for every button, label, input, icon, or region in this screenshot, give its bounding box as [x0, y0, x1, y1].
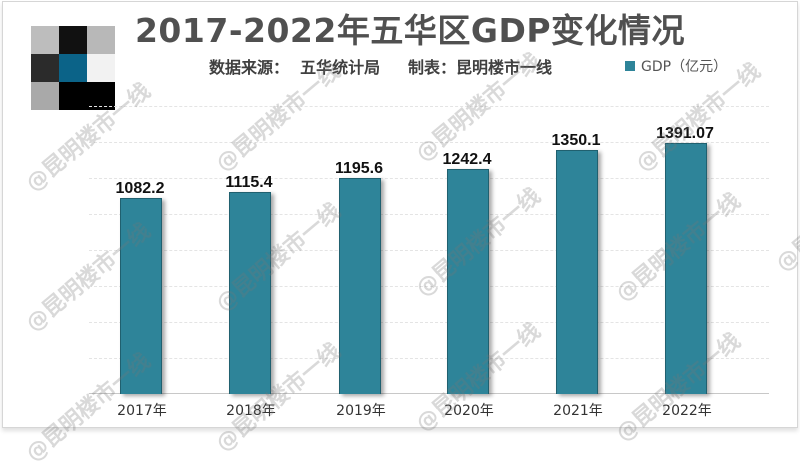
logo-cell: [59, 54, 87, 82]
bar-group: 1391.07: [634, 106, 744, 394]
x-tick-label: 2022年: [662, 403, 712, 419]
data-label: 1350.1: [551, 131, 601, 149]
x-axis-line: [89, 393, 769, 394]
logo-cell: [87, 26, 115, 54]
logo-cell: [31, 82, 59, 110]
gridline: [89, 142, 769, 143]
bar[interactable]: [120, 198, 162, 394]
data-label: 1195.6: [334, 159, 384, 177]
bar[interactable]: [229, 192, 271, 394]
bar-group: 1115.4: [198, 106, 308, 394]
bar[interactable]: [665, 142, 707, 394]
logo-cell: [87, 82, 115, 110]
x-tick-label: 2017年: [117, 403, 167, 419]
x-tick-label: 2020年: [444, 403, 494, 419]
x-tick-label: 2019年: [336, 403, 386, 419]
gridline: [89, 250, 769, 251]
plot-area: 1082.2 1115.4 1195.6 1242.4 1350.1 1391.07: [89, 106, 769, 394]
bar[interactable]: [556, 149, 598, 394]
logo-cell: [59, 26, 87, 54]
chart-subtitle: 数据来源： 五华统计局 制表：昆明楼市一线: [209, 58, 552, 77]
logo-cell: [31, 54, 59, 82]
x-tick-label: 2021年: [553, 403, 603, 419]
x-tick-label: 2018年: [226, 403, 276, 419]
gridline: [89, 106, 769, 107]
legend-swatch-icon: [625, 61, 635, 71]
gridline: [89, 286, 769, 287]
bar-group: 1195.6: [308, 106, 418, 394]
gridline: [89, 322, 769, 323]
logo-cell: [87, 54, 115, 82]
logo-cell: [59, 82, 87, 110]
gridline: [89, 214, 769, 215]
data-label: 1391.07: [656, 124, 714, 142]
gridline: [89, 178, 769, 179]
bar[interactable]: [447, 169, 489, 394]
bar-group: 1242.4: [416, 106, 526, 394]
data-label: 1242.4: [442, 151, 492, 169]
logo-cell: [31, 26, 59, 54]
bar[interactable]: [339, 177, 381, 394]
bar-group: 1082.2: [89, 106, 199, 394]
data-label: 1082.2: [115, 180, 165, 198]
chart-card: 2017-2022年五华区GDP变化情况 数据来源： 五华统计局 制表：昆明楼市…: [2, 1, 798, 428]
legend: GDP（亿元）: [625, 56, 727, 76]
legend-label: GDP（亿元）: [641, 59, 728, 75]
chart-title: 2017-2022年五华区GDP变化情况: [134, 11, 686, 50]
data-label: 1115.4: [225, 174, 273, 192]
gridline: [89, 358, 769, 359]
pixelated-logo: [23, 26, 127, 122]
bar-group: 1350.1: [525, 106, 635, 394]
